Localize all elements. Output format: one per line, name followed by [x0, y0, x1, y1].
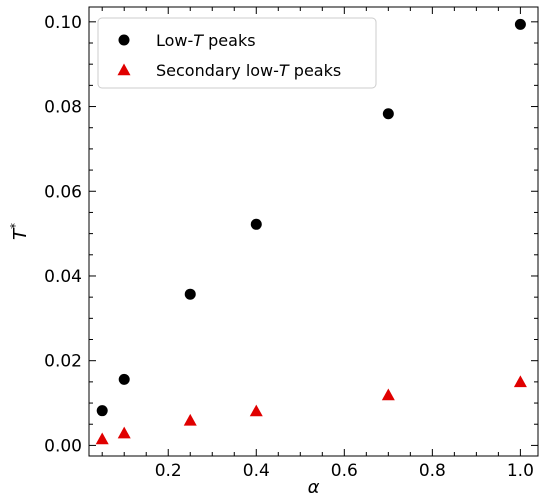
low-t-peaks-point — [184, 288, 196, 300]
legend-box — [97, 17, 377, 89]
y-tick-label: 0.10 — [44, 13, 82, 33]
low-t-peaks-point — [118, 373, 130, 385]
major-ticks — [89, 7, 538, 456]
secondary-low-t-peaks-point — [381, 388, 395, 401]
secondary-low-t-peaks-point — [183, 413, 197, 426]
legend-marker-secondary-low-t-peaks — [117, 63, 131, 76]
data-points — [95, 18, 527, 445]
legend-label-secondary-low-t-peaks: Secondary low-T peaks — [156, 61, 341, 80]
y-tick-label: 0.08 — [44, 98, 82, 118]
y-axis-label-superscript: * — [8, 223, 22, 229]
low-t-peaks-point — [250, 218, 262, 230]
y-tick-label: 0.02 — [44, 352, 82, 372]
series-secondary-low-t-peaks — [95, 375, 527, 445]
y-tick-label: 0.04 — [44, 267, 82, 287]
low-t-peaks-point — [382, 108, 394, 120]
plot-frame — [88, 6, 539, 457]
y-tick-label: 0.00 — [44, 436, 82, 456]
legend: Low-T peaks Secondary low-T peaks — [97, 17, 377, 89]
x-tick-label: 0.2 — [155, 461, 182, 481]
y-axis-label: T* — [8, 223, 31, 240]
low-t-peaks-point — [96, 405, 108, 417]
tick-labels: 0.2 0.4 0.6 0.8 1.0 0.00 0.02 0.04 0.06 0.08 0.10 — [44, 13, 534, 481]
y-axis-label-main: T — [10, 227, 31, 240]
secondary-low-t-peaks-point — [117, 426, 131, 439]
y-tick-label: 0.06 — [44, 182, 82, 202]
x-tick-label: 0.8 — [419, 461, 446, 481]
minor-ticks — [89, 7, 538, 456]
x-axis-label: α — [308, 477, 320, 498]
x-tick-label: 0.6 — [331, 461, 358, 481]
series-low-t-peaks — [96, 18, 526, 417]
x-tick-label: 1.0 — [507, 461, 534, 481]
x-tick-label: 0.4 — [243, 461, 270, 481]
secondary-low-t-peaks-point — [249, 404, 263, 417]
secondary-low-t-peaks-point — [513, 375, 527, 388]
legend-label-low-t-peaks: Low-T peaks — [156, 31, 256, 50]
legend-marker-low-t-peaks — [118, 34, 130, 46]
low-t-peaks-point — [514, 18, 526, 30]
secondary-low-t-peaks-point — [95, 432, 109, 445]
